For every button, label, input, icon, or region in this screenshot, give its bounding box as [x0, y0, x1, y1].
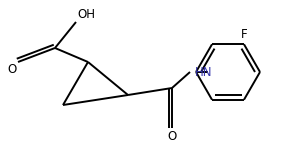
- Text: O: O: [8, 63, 17, 76]
- Text: OH: OH: [77, 8, 95, 21]
- Text: O: O: [167, 130, 177, 143]
- Text: HN: HN: [195, 66, 212, 78]
- Text: F: F: [241, 28, 247, 41]
